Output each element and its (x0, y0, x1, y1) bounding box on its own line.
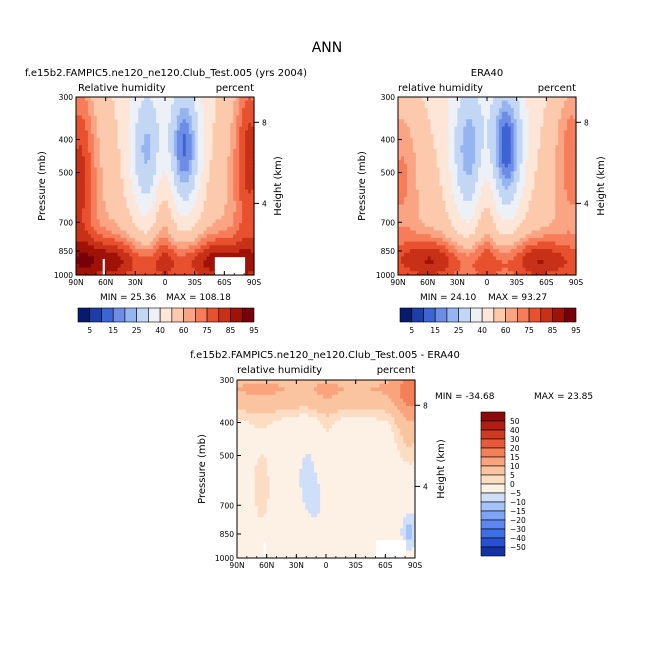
model-colorbar-swatch (125, 308, 137, 322)
obs-left-label: relative humidity (398, 83, 483, 94)
model-x-tick-label: 60S (217, 278, 232, 287)
obs-right-label: percent (538, 83, 576, 94)
model-colorbar-tick-label: 75 (202, 326, 212, 335)
model-missing-area (215, 257, 245, 275)
model-field (76, 97, 255, 276)
model-y-tick-label: 850 (59, 247, 74, 256)
model-colorbar-swatch (207, 308, 219, 322)
model-y-tick-label: 700 (59, 218, 74, 227)
model-colorbar-tick-label: 40 (155, 326, 165, 335)
model-colorbar-swatch (148, 308, 160, 322)
model-missing-area (103, 259, 105, 275)
model-x-tick-label: 90S (247, 278, 262, 287)
model-ylabel-right: Height (km) (273, 156, 284, 216)
model-colorbar-swatch (184, 308, 196, 322)
model-colorbar-tick-label: 85 (226, 326, 236, 335)
model-colorbar-swatch (137, 308, 149, 322)
model-y-tick-label: 500 (59, 169, 74, 178)
obs-field (398, 97, 577, 276)
model-colorbar-swatch (160, 308, 172, 322)
model-colorbar-swatch (242, 308, 254, 322)
model-y-tick-label: 1000 (54, 271, 73, 280)
model-colorbar-swatch (101, 308, 113, 322)
model-colorbar-tick-label: 15 (108, 326, 118, 335)
model-colorbar-swatch (195, 308, 207, 322)
model-y-right-tick-label: 8 (262, 118, 267, 127)
model-colorbar-tick-label: 25 (132, 326, 142, 335)
model-colorbar-swatch (113, 308, 125, 322)
model-x-tick-label: 30N (128, 278, 143, 287)
model-panel: f.e15b2.FAMPIC5.ne120_ne120.Club_Test.00… (25, 68, 307, 335)
model-min-label: MIN = 25.36 (100, 293, 156, 303)
model-colorbar-tick-label: 60 (179, 326, 189, 335)
model-x-tick-label: 30S (188, 278, 203, 287)
obs-title: ERA40 (471, 68, 503, 79)
model-colorbar-tick-label: 95 (249, 326, 259, 335)
model-ylabel: Pressure (mb) (37, 151, 48, 221)
model-colorbar: 5 15 25 40 60 75 85 95 (78, 308, 259, 335)
model-y-tick-label: 400 (59, 136, 74, 145)
model-title: f.e15b2.FAMPIC5.ne120_ne120.Club_Test.00… (25, 68, 307, 79)
model-left-label: Relative humidity (78, 83, 166, 94)
model-colorbar-swatch (231, 308, 243, 322)
model-colorbar-swatch (78, 308, 90, 322)
model-y-right-tick-label: 4 (262, 199, 267, 208)
model-colorbar-swatch (90, 308, 102, 322)
figure-title: ANN (312, 40, 343, 56)
model-colorbar-tick-label: 5 (87, 326, 92, 335)
model-y-tick-label: 300 (59, 93, 74, 102)
model-colorbar-swatch (219, 308, 231, 322)
model-colorbar-swatch (172, 308, 184, 322)
model-max-label: MAX = 108.18 (166, 293, 231, 303)
model-x-tick-label: 60N (98, 278, 113, 287)
model-right-label: percent (216, 83, 254, 94)
model-x-tick-label: 0 (163, 278, 168, 287)
